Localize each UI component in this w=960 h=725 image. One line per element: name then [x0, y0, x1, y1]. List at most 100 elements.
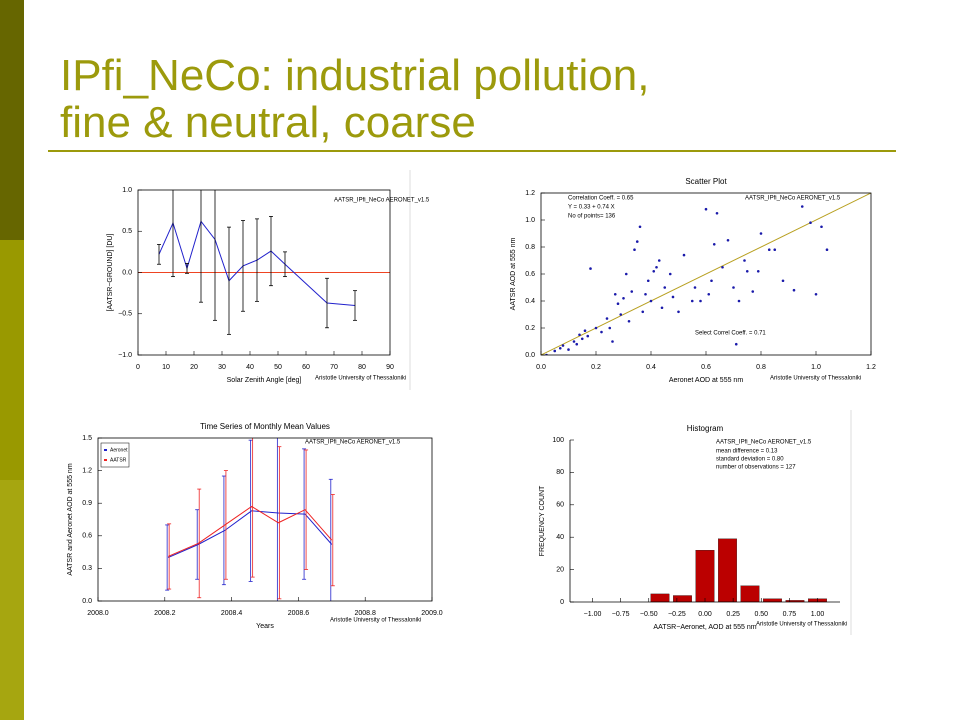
point [773, 248, 777, 251]
point [699, 299, 702, 303]
point [646, 279, 650, 283]
annotation: Aristotle University of Thessaloniki [756, 622, 847, 628]
point [663, 286, 667, 289]
point [682, 253, 686, 257]
side-bar [0, 0, 24, 240]
point [655, 265, 658, 269]
x-tick-label: 2009.0 [421, 610, 443, 617]
point [721, 265, 724, 269]
series-line [167, 505, 333, 557]
point [781, 279, 785, 283]
y-axis-label: FREQUENCY COUNT [539, 485, 546, 556]
plot [541, 193, 871, 355]
x-tick-label: 90 [386, 364, 394, 371]
point [809, 221, 812, 224]
x-tick-label: 0.2 [591, 364, 601, 371]
point [589, 267, 592, 270]
annotation: Aristotle University of Thessaloniki [315, 376, 406, 382]
point [652, 270, 656, 273]
y-tick-label: 20 [556, 566, 564, 573]
bar [718, 538, 737, 602]
bar [785, 600, 805, 602]
x-tick-label: −0.25 [668, 611, 686, 618]
bar [763, 598, 782, 602]
point [594, 326, 598, 330]
x-tick-label: 0.6 [701, 364, 711, 371]
x-tick-label: 2008.2 [154, 610, 176, 617]
point [583, 329, 587, 333]
point [657, 259, 661, 262]
point [638, 225, 642, 229]
point [745, 270, 749, 273]
point [616, 302, 620, 306]
point [671, 295, 675, 299]
y-tick-label: 60 [556, 502, 564, 509]
y-tick-label: 0.0 [525, 352, 535, 359]
point [756, 270, 760, 273]
y-tick-label: 1.2 [82, 467, 92, 474]
annotation: number of observations = 127 [716, 465, 796, 471]
annotation: standard deviation = 0.80 [716, 457, 784, 463]
point [759, 232, 763, 235]
y-tick-label: 1.5 [82, 435, 92, 442]
point [613, 292, 617, 296]
point [825, 248, 829, 251]
point [800, 205, 804, 208]
legend-label: AATSR [110, 457, 127, 463]
point [820, 225, 823, 229]
point [635, 240, 639, 243]
x-tick-label: 0.75 [783, 611, 797, 618]
x-tick-label: 0 [136, 364, 140, 371]
x-tick-label: 0.8 [756, 364, 766, 371]
plot [138, 190, 390, 335]
point [704, 207, 708, 211]
series-line [158, 220, 356, 306]
x-tick-label: −0.75 [612, 611, 630, 618]
y-tick-label: −1.0 [118, 352, 132, 359]
point [567, 348, 570, 351]
point [630, 290, 634, 293]
y-axis-label: [AATSR−GROUND] [DU] [107, 234, 114, 312]
y-axis-label: AATSR AOD at 555 nm [510, 238, 517, 311]
x-tick-label: 80 [358, 364, 366, 371]
x-axis-label: Solar Zenith Angle [deg] [227, 377, 302, 384]
x-tick-label: −0.50 [640, 611, 658, 618]
annotation: AATSR_IPfi_NeCo AERONET_v1.5 [745, 196, 841, 202]
y-tick-label: 1.0 [525, 217, 535, 224]
x-tick-label: 1.00 [811, 611, 825, 618]
annotation: Select Correl Coeff. = 0.71 [695, 331, 766, 337]
point [710, 279, 713, 283]
y-tick-label: 80 [556, 469, 564, 476]
x-axis-label: Years [256, 623, 274, 630]
point [660, 306, 664, 310]
point [726, 238, 730, 242]
chart-title: Scatter Plot [685, 177, 727, 186]
point [644, 292, 647, 296]
plot [165, 438, 335, 601]
side-bar [0, 240, 24, 480]
x-tick-label: 70 [330, 364, 338, 371]
y-tick-label: 0.6 [82, 533, 92, 540]
annotation: Y = 0.33 + 0.74 X [568, 205, 615, 211]
y-tick-label: 0.6 [525, 271, 535, 278]
chart-title: Time Series of Monthly Mean Values [200, 422, 330, 431]
x-tick-label: −1.00 [584, 611, 602, 618]
x-tick-label: 0.4 [646, 364, 656, 371]
x-tick-label: 10 [162, 364, 170, 371]
x-axis-label: AATSR−Aeronet, AOD at 555 nm [653, 624, 756, 631]
point [578, 333, 581, 337]
annotation: Correlation Coeff. = 0.65 [568, 196, 634, 202]
x-tick-label: 0.50 [754, 611, 768, 618]
x-tick-label: 0.00 [698, 611, 712, 618]
point [586, 334, 590, 338]
y-tick-label: 0.8 [525, 244, 535, 251]
y-tick-label: 1.0 [122, 187, 132, 194]
point [633, 248, 636, 251]
point [767, 248, 771, 251]
legend-box [100, 442, 130, 468]
chart-title: Histogram [687, 424, 724, 433]
series-line [167, 510, 333, 558]
x-tick-label: 2008.8 [354, 610, 376, 617]
side-bar [0, 480, 24, 720]
